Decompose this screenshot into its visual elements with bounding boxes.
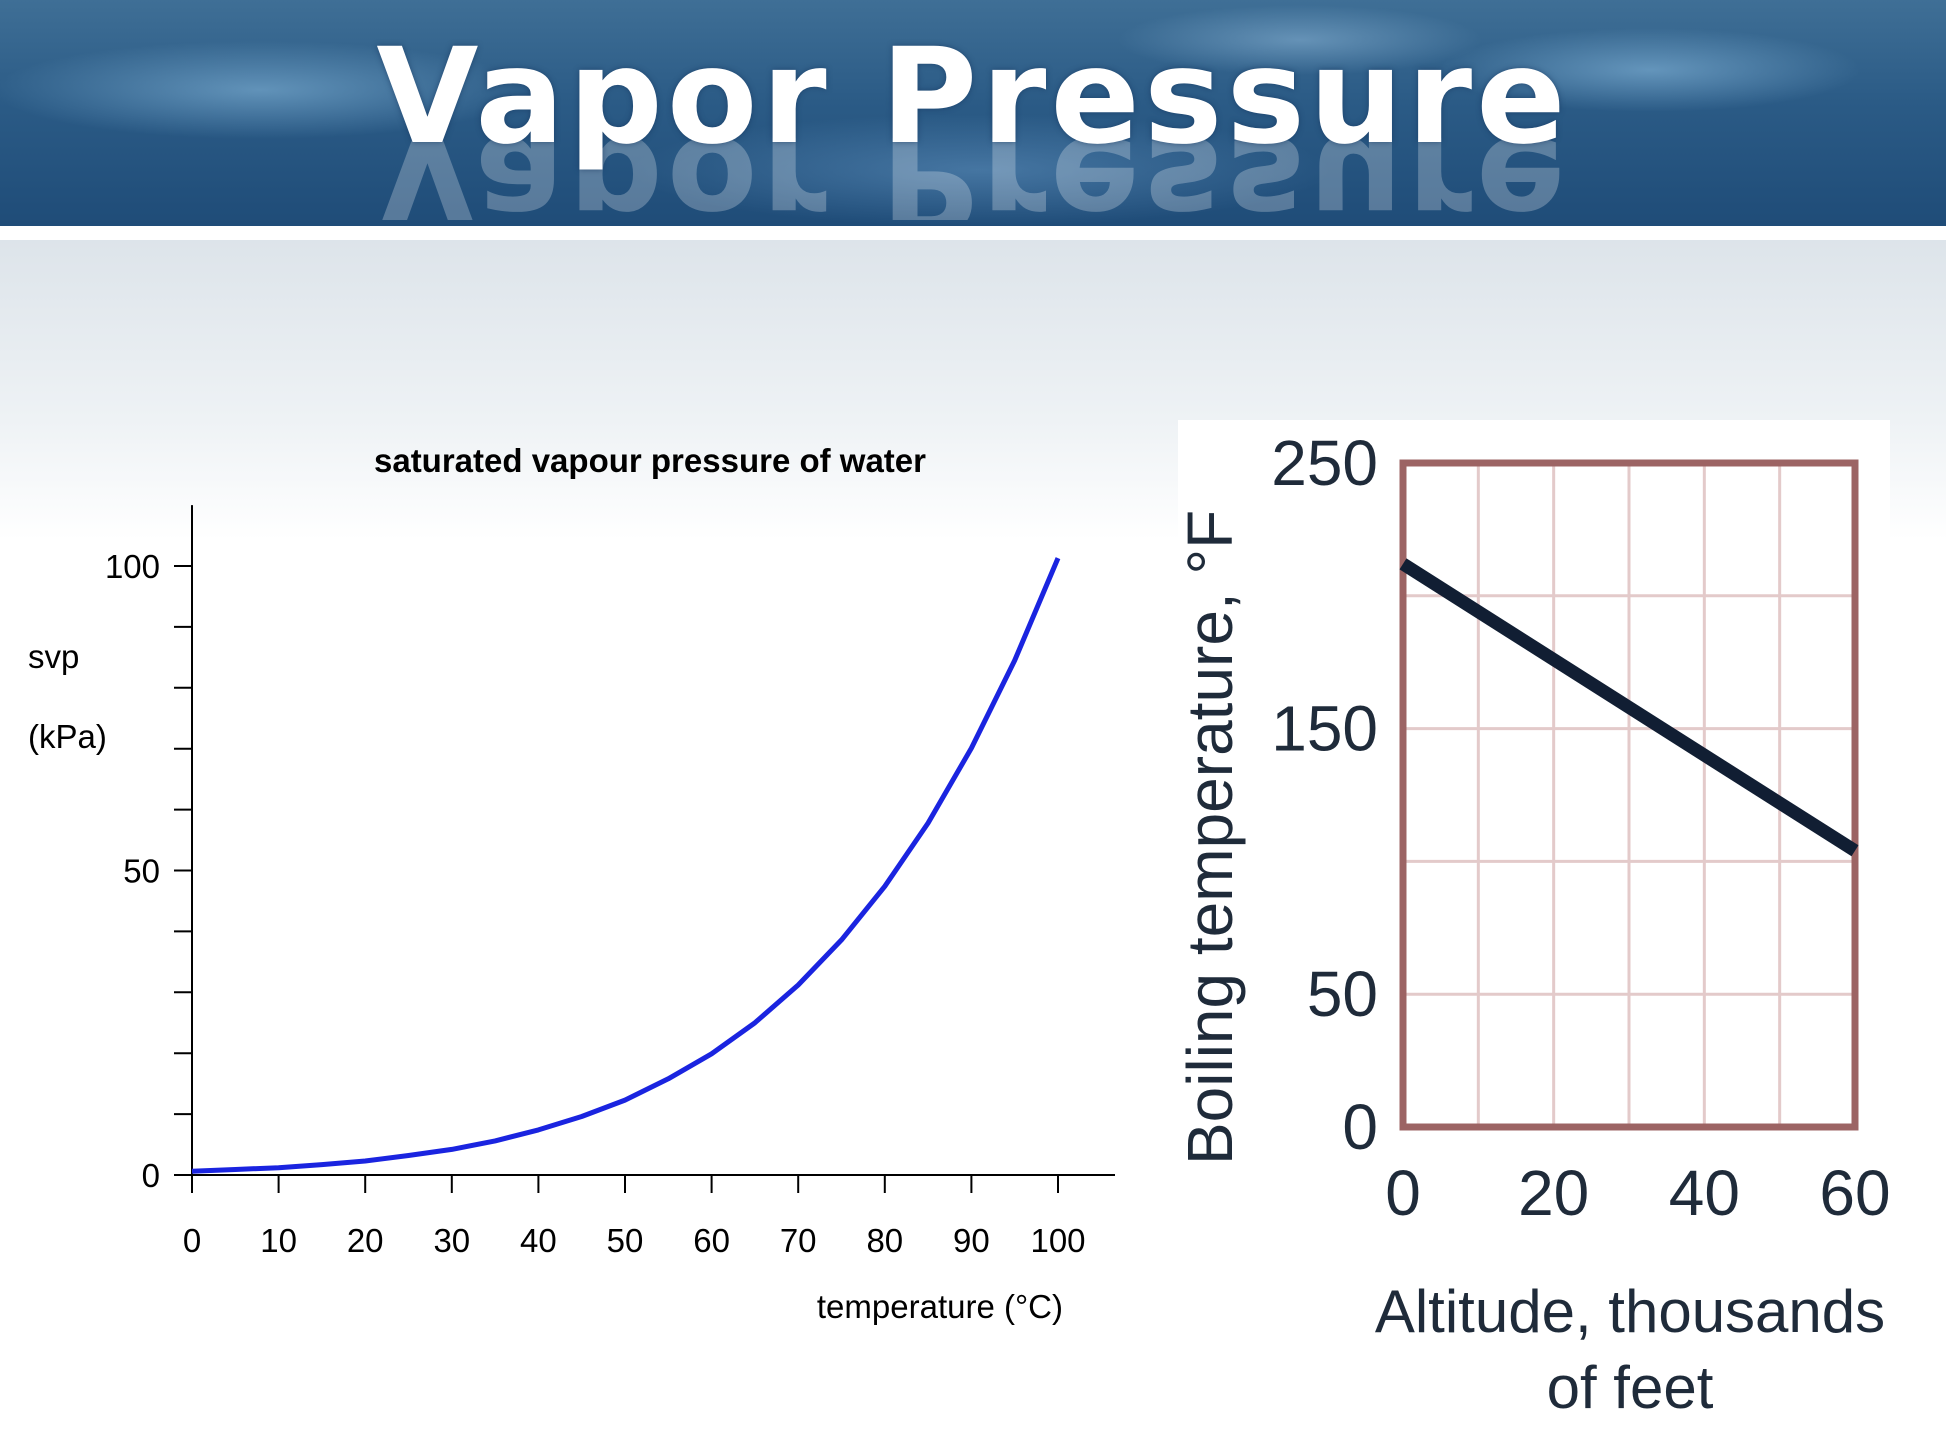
chart1-x-tick-label: 20 [347, 1222, 384, 1259]
chart1-x-tick-label: 40 [520, 1222, 557, 1259]
chart1-x-tick-label: 10 [260, 1222, 297, 1259]
title-banner: Vapor Pressure Vapor Pressure [0, 0, 1946, 226]
chart2-xlabel-line1: Altitude, thousands [1375, 1278, 1885, 1345]
chart2-xlabel-line2: of feet [1547, 1354, 1714, 1421]
slide-title: Vapor Pressure [376, 20, 1570, 174]
chart2-y-tick-label: 50 [1307, 958, 1378, 1030]
chart2-x-tick-label: 60 [1819, 1157, 1890, 1229]
chart2-y-tick-label: 250 [1271, 427, 1378, 499]
chart1-x-tick-label: 70 [780, 1222, 817, 1259]
chart1-x-tick-label: 90 [953, 1222, 990, 1259]
chart1-y-tick-label: 50 [123, 853, 160, 890]
chart1-series-line [191, 557, 1061, 1174]
chart1-y-tick-label: 100 [105, 548, 160, 585]
chart2-series-line [1399, 558, 1859, 857]
chart1-title: saturated vapour pressure of water [374, 442, 926, 479]
chart1-x-tick-label: 50 [607, 1222, 644, 1259]
chart1-x-tick-label: 80 [866, 1222, 903, 1259]
chart1-ylabel-unit: (kPa) [28, 718, 107, 755]
chart1-x-tick-label: 0 [183, 1222, 201, 1259]
chart2-x-tick-label: 20 [1518, 1157, 1589, 1229]
chart2-ylabel: Boiling temperature, °F [1174, 510, 1246, 1165]
chart2-y-tick-label: 0 [1342, 1091, 1378, 1163]
chart1-x-tick-label: 60 [693, 1222, 730, 1259]
banner-divider [0, 226, 1946, 240]
chart2-plot-frame [1399, 459, 1859, 1131]
chart2-x-tick-label: 0 [1385, 1157, 1421, 1229]
chart2-y-tick-label: 150 [1271, 693, 1378, 765]
chart2-x-tick-label: 40 [1669, 1157, 1740, 1229]
chart1-ylabel-svp: svp [28, 638, 79, 675]
chart1-x-tick-label: 30 [433, 1222, 470, 1259]
chart1-y-tick-label: 0 [142, 1157, 160, 1194]
chart1-xlabel: temperature (°C) [817, 1288, 1063, 1325]
chart1-x-tick-label: 100 [1030, 1222, 1085, 1259]
